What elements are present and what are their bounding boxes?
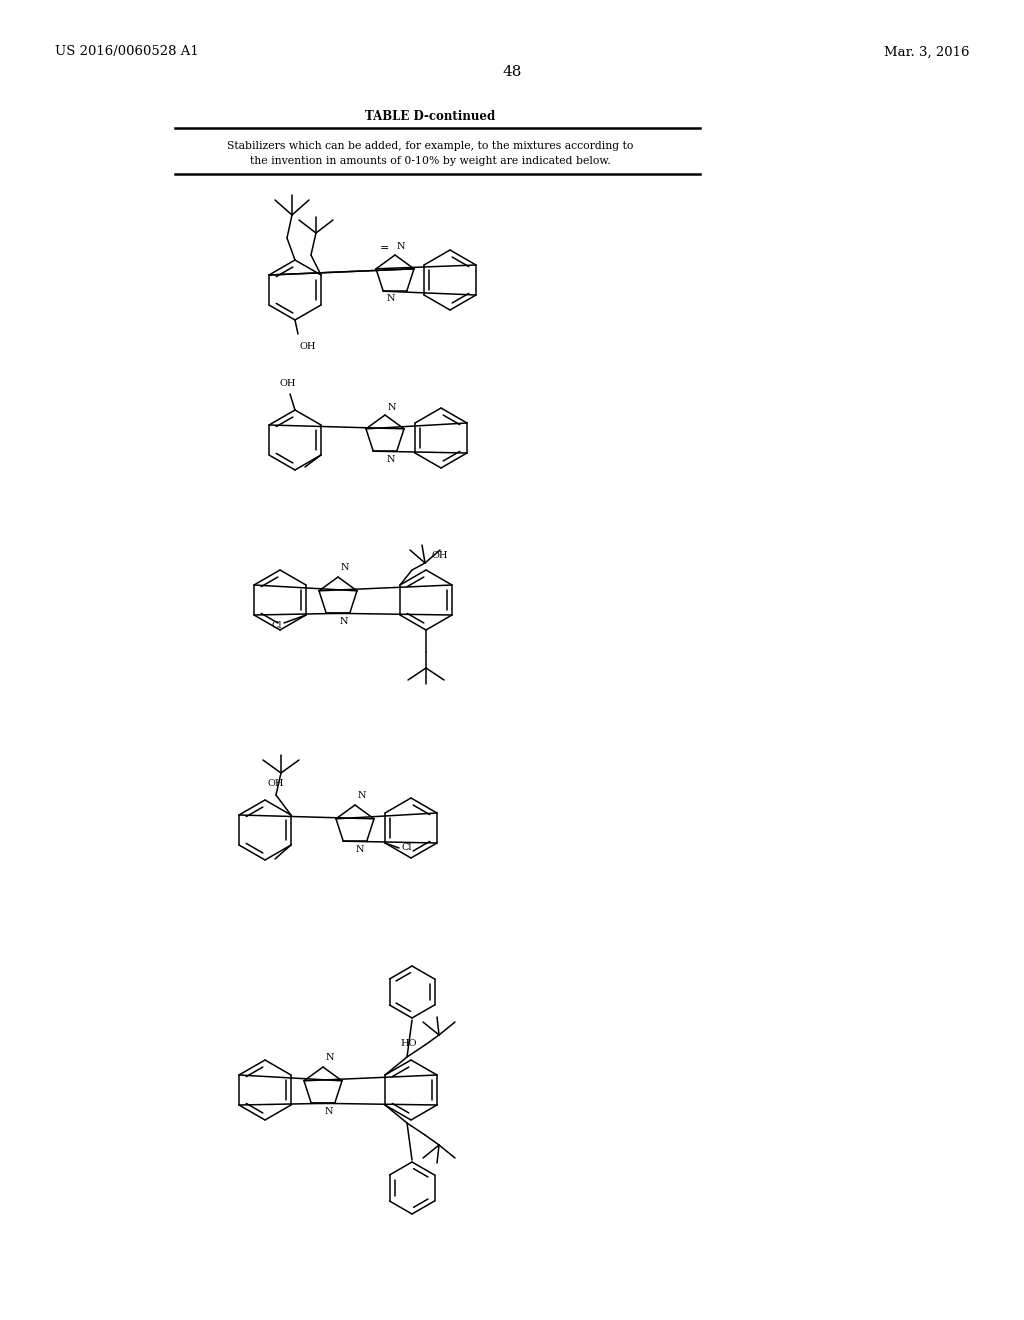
Text: OH: OH (300, 342, 316, 351)
Text: N: N (355, 845, 364, 854)
Text: N: N (397, 242, 406, 251)
Text: the invention in amounts of 0-10% by weight are indicated below.: the invention in amounts of 0-10% by wei… (250, 156, 610, 166)
Text: N: N (388, 403, 396, 412)
Text: US 2016/0060528 A1: US 2016/0060528 A1 (55, 45, 199, 58)
Text: =: = (380, 243, 389, 253)
Text: Cl: Cl (401, 843, 412, 853)
Text: N: N (326, 1053, 335, 1063)
Text: N: N (339, 618, 348, 626)
Text: N: N (325, 1107, 333, 1117)
Text: N: N (386, 455, 395, 465)
Text: 48: 48 (503, 65, 521, 79)
Text: HO: HO (400, 1039, 417, 1048)
Text: OH: OH (280, 379, 296, 388)
Text: Stabilizers which can be added, for example, to the mixtures according to: Stabilizers which can be added, for exam… (226, 141, 633, 150)
Text: OH: OH (268, 779, 285, 788)
Text: N: N (386, 294, 394, 304)
Text: Cl: Cl (271, 620, 282, 630)
Text: TABLE D-continued: TABLE D-continued (365, 111, 496, 124)
Text: N: N (341, 564, 349, 572)
Text: Mar. 3, 2016: Mar. 3, 2016 (885, 45, 970, 58)
Text: N: N (358, 791, 367, 800)
Text: OH: OH (431, 550, 447, 560)
